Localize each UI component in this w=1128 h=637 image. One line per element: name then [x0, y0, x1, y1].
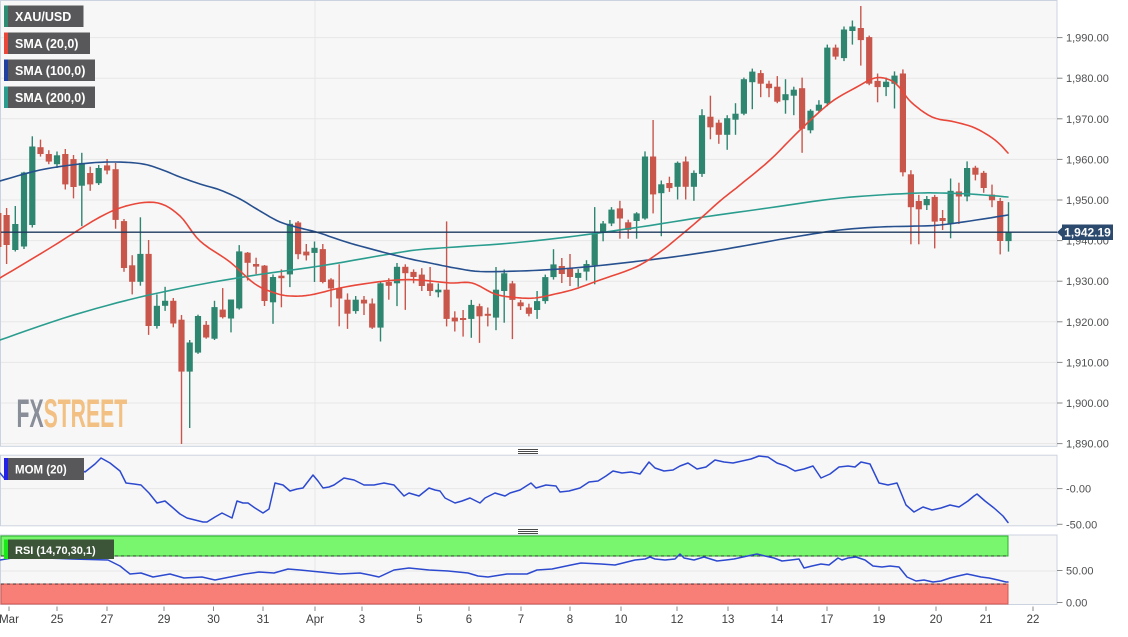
svg-text:SMA (20,0): SMA (20,0) — [15, 37, 78, 51]
svg-text:1,890.00: 1,890.00 — [1066, 439, 1109, 451]
svg-text:1,942.19: 1,942.19 — [1064, 226, 1111, 240]
svg-text:MOM (20): MOM (20) — [15, 465, 67, 477]
svg-text:17: 17 — [821, 614, 834, 626]
svg-text:1,980.00: 1,980.00 — [1066, 73, 1109, 85]
svg-text:19: 19 — [873, 614, 886, 626]
svg-text:SMA (200,0): SMA (200,0) — [15, 91, 85, 105]
svg-text:1,990.00: 1,990.00 — [1066, 33, 1109, 45]
svg-text:Apr: Apr — [306, 614, 324, 626]
svg-text:6: 6 — [466, 614, 472, 626]
svg-text:1,970.00: 1,970.00 — [1066, 114, 1109, 126]
svg-text:FXSTREET: FXSTREET — [17, 391, 128, 436]
svg-text:1,910.00: 1,910.00 — [1066, 357, 1109, 369]
svg-text:1,960.00: 1,960.00 — [1066, 154, 1109, 166]
svg-text:25: 25 — [51, 614, 64, 626]
svg-text:1,900.00: 1,900.00 — [1066, 398, 1109, 410]
svg-text:50.00: 50.00 — [1066, 566, 1094, 578]
svg-text:12: 12 — [671, 614, 684, 626]
svg-text:-50.00: -50.00 — [1066, 519, 1097, 531]
svg-text:31: 31 — [257, 614, 270, 626]
svg-text:7: 7 — [518, 614, 524, 626]
svg-text:3: 3 — [359, 614, 365, 626]
svg-text:5: 5 — [416, 614, 422, 626]
svg-text:-0.00: -0.00 — [1066, 484, 1091, 496]
svg-text:RSI (14,70,30,1): RSI (14,70,30,1) — [15, 545, 96, 557]
svg-text:1,950.00: 1,950.00 — [1066, 195, 1109, 207]
svg-text:10: 10 — [615, 614, 628, 626]
svg-text:1,930.00: 1,930.00 — [1066, 276, 1109, 288]
svg-text:30: 30 — [207, 614, 220, 626]
svg-text:1,920.00: 1,920.00 — [1066, 317, 1109, 329]
svg-text:8: 8 — [567, 614, 573, 626]
svg-text:21: 21 — [980, 614, 993, 626]
svg-text:29: 29 — [158, 614, 171, 626]
svg-text:13: 13 — [722, 614, 735, 626]
svg-text:XAU/USD: XAU/USD — [15, 10, 71, 24]
svg-text:SMA (100,0): SMA (100,0) — [15, 64, 85, 78]
svg-text:22: 22 — [1027, 614, 1040, 626]
svg-text:Mar: Mar — [0, 614, 19, 626]
svg-text:27: 27 — [101, 614, 114, 626]
svg-text:0.00: 0.00 — [1066, 598, 1087, 610]
svg-text:20: 20 — [930, 614, 943, 626]
svg-text:14: 14 — [771, 614, 784, 626]
